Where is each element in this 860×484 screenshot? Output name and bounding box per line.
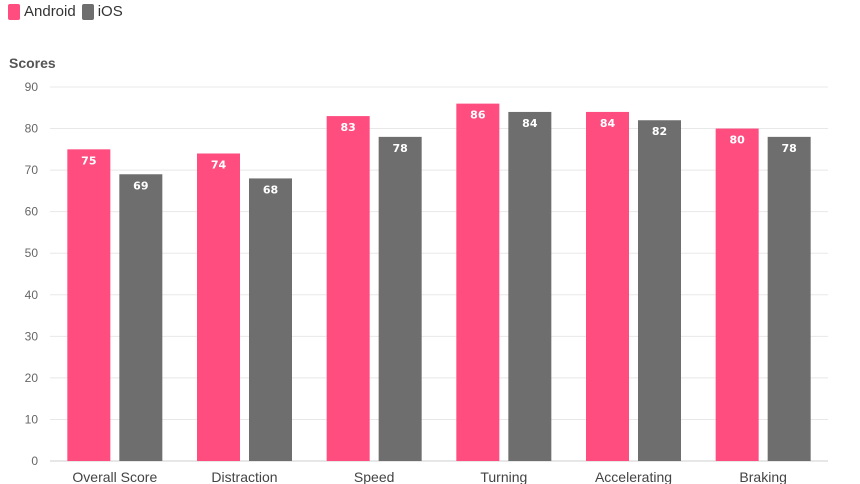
data-label-ios: 69 [133, 179, 148, 192]
bar-ios [508, 111, 552, 461]
bar-ios [249, 178, 292, 461]
legend-label-ios: iOS [97, 3, 123, 20]
bar-android [586, 111, 629, 461]
data-label-android: 83 [341, 121, 356, 134]
data-label-android: 84 [600, 117, 616, 130]
bar-ios [378, 136, 422, 461]
legend-swatch-ios [81, 3, 94, 20]
y-tick-label: 80 [25, 122, 39, 136]
bar-android [456, 103, 500, 461]
y-tick-label: 50 [25, 246, 39, 260]
y-axis-title: Scores [9, 55, 56, 71]
data-label-android: 74 [211, 158, 227, 171]
data-label-ios: 68 [263, 183, 278, 196]
y-tick-label: 60 [25, 205, 39, 219]
x-tick-label: Accelerating [595, 469, 672, 484]
data-label-ios: 78 [393, 142, 408, 155]
bar-android [197, 153, 240, 461]
y-tick-label: 30 [25, 329, 39, 343]
x-tick-label: Speed [354, 469, 394, 484]
x-tick-label: Distraction [211, 469, 277, 484]
data-label-android: 75 [81, 154, 96, 167]
bar-ios [638, 120, 681, 461]
bar-ios [119, 174, 163, 461]
data-label-ios: 84 [522, 117, 538, 130]
legend: Android iOS [8, 3, 123, 20]
bar-android [67, 149, 111, 462]
y-tick-label: 70 [25, 163, 39, 177]
legend-item-android[interactable]: Android [8, 3, 76, 20]
data-label-ios: 82 [652, 125, 667, 138]
y-tick-label: 90 [25, 80, 39, 94]
x-tick-label: Turning [480, 469, 527, 484]
y-tick-label: 0 [31, 454, 38, 468]
y-tick-label: 20 [25, 371, 39, 385]
data-label-android: 80 [730, 134, 746, 147]
bar-android [715, 128, 759, 462]
legend-item-ios[interactable]: iOS [81, 3, 123, 20]
x-tick-label: Braking [739, 469, 786, 484]
bar-ios [767, 136, 811, 461]
y-tick-label: 10 [25, 412, 39, 426]
bar-android [326, 116, 370, 461]
legend-label-android: Android [24, 3, 76, 20]
legend-swatch-android [8, 3, 20, 20]
data-label-ios: 78 [782, 142, 797, 155]
data-label-android: 86 [470, 109, 486, 122]
y-tick-label: 40 [25, 288, 39, 302]
x-tick-label: Overall Score [72, 469, 157, 484]
